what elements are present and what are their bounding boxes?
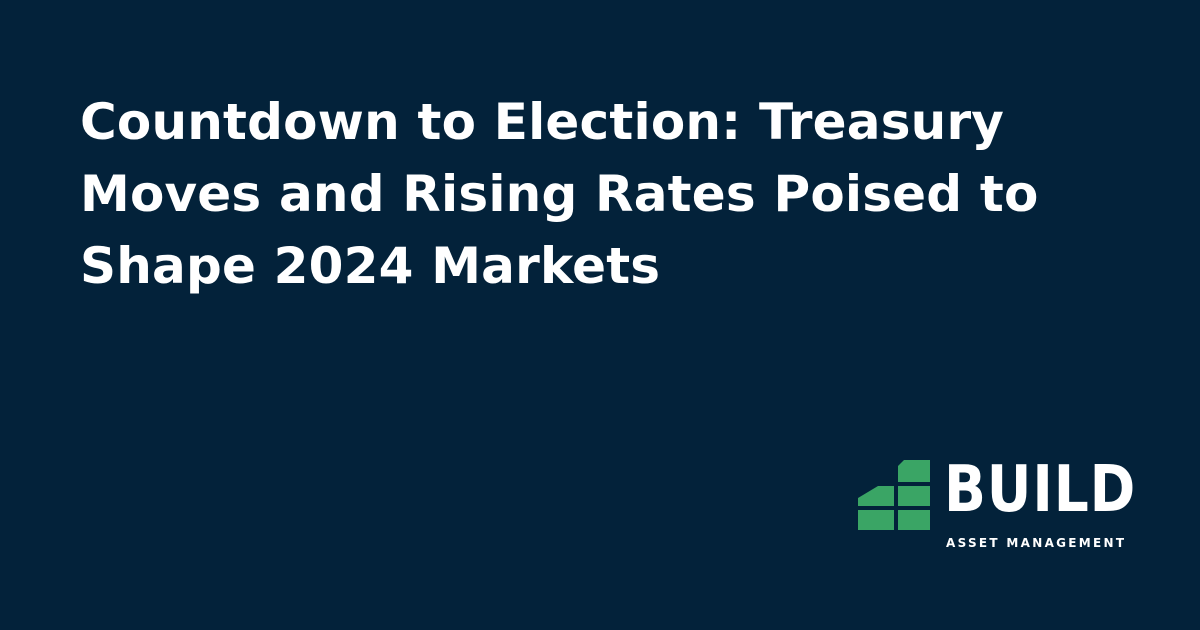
headline-line-2: Moves and Rising Rates Poised to: [80, 165, 1039, 223]
headline-line-1: Countdown to Election: Treasury: [80, 93, 1005, 151]
logo-tagline: ASSET MANAGEMENT: [946, 536, 1127, 550]
headline-line-3: Shape 2024 Markets: [80, 237, 661, 295]
build-asset-management-logo: BUILD ASSET MANAGEMENT: [858, 453, 1135, 558]
stacked-blocks-logo-icon: [858, 460, 930, 530]
logo-wordmark: BUILD: [944, 453, 1137, 527]
article-headline: Countdown to Election: Treasury Moves an…: [80, 86, 1080, 302]
